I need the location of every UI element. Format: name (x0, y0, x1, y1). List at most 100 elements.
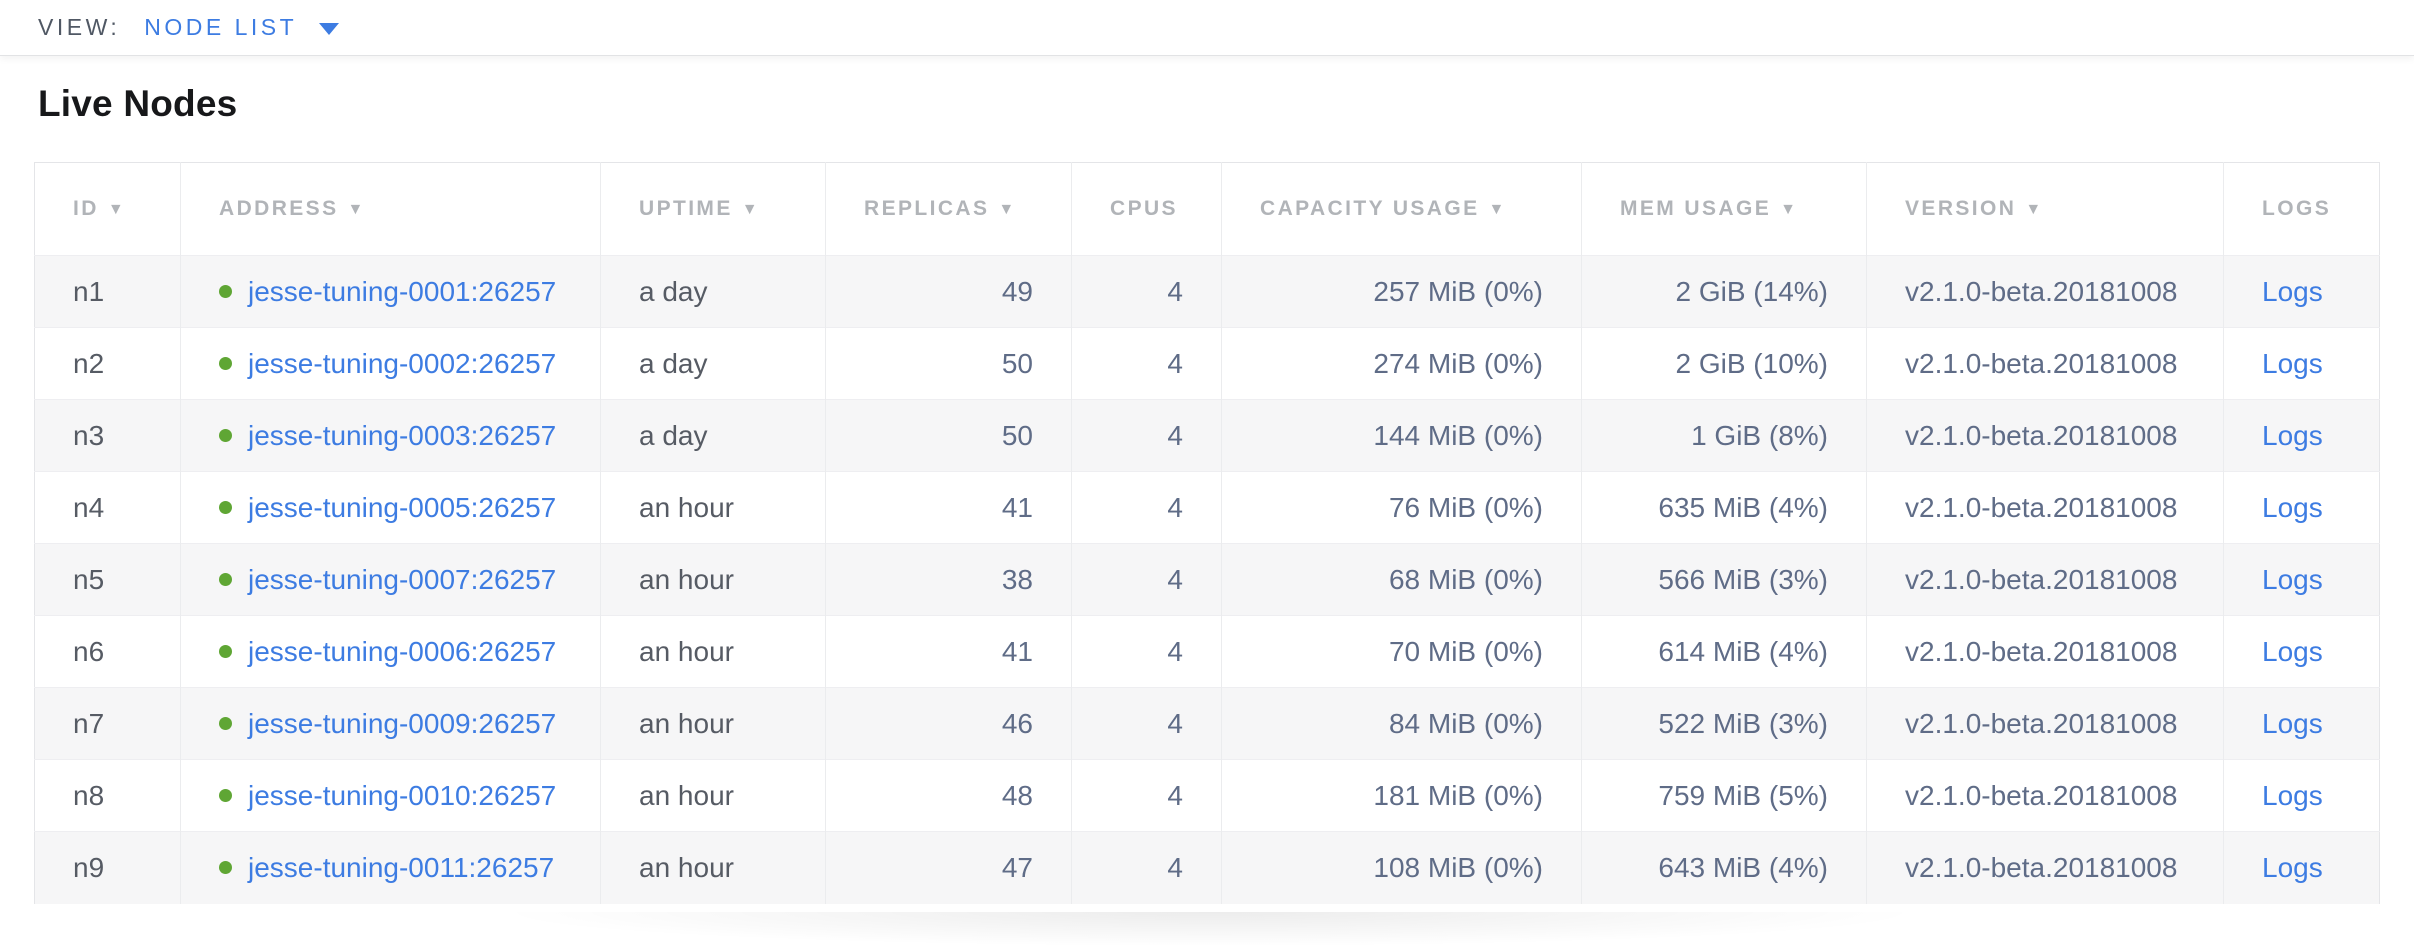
node-live-status-icon (219, 788, 232, 802)
cell-logs: Logs (2223, 399, 2380, 472)
col-header-label: CPUS (1110, 197, 1178, 220)
cell-version: v2.1.0-beta.20181008 (1866, 399, 2224, 472)
col-header-version[interactable]: VERSION ▼ (1866, 162, 2224, 256)
view-dropdown-caret-icon (319, 23, 340, 35)
col-header-label: CAPACITY USAGE (1260, 197, 1480, 220)
cell-cpus: 4 (1071, 255, 1222, 328)
cell-capacity_usage: 68 MiB (0%) (1221, 543, 1582, 616)
col-header-label: REPLICAS (864, 197, 990, 220)
cell-logs: Logs (2223, 327, 2380, 400)
cell-address: jesse-tuning-0011:26257 (180, 831, 601, 904)
table-row: n8 jesse-tuning-0010:26257 an hour 48 4 181 M… (34, 759, 2380, 832)
cell-mem_usage: 2 GiB (14%) (1581, 255, 1867, 328)
cell-replicas: 38 (825, 543, 1072, 616)
cell-logs: Logs (2223, 543, 2380, 616)
cell-address: jesse-tuning-0009:26257 (180, 687, 601, 760)
node-live-status-icon (219, 284, 232, 298)
logs-link[interactable]: Logs (2262, 563, 2323, 595)
cell-uptime: an hour (600, 687, 826, 760)
col-header-logs: LOGS (2223, 162, 2380, 256)
logs-link[interactable]: Logs (2262, 275, 2323, 307)
address-link[interactable]: jesse-tuning-0003:26257 (248, 419, 557, 451)
cell-uptime: a day (600, 255, 826, 328)
cell-replicas: 50 (825, 327, 1072, 400)
sort-desc-icon: ▼ (107, 201, 127, 218)
node-live-status-icon (219, 356, 232, 370)
col-header-mem_usage[interactable]: MEM USAGE ▼ (1581, 162, 1867, 256)
cell-version: v2.1.0-beta.20181008 (1866, 759, 2224, 832)
col-header-capacity_usage[interactable]: CAPACITY USAGE ▼ (1221, 162, 1582, 256)
cell-id: n4 (34, 471, 181, 544)
cell-address: jesse-tuning-0003:26257 (180, 399, 601, 472)
cell-replicas: 49 (825, 255, 1072, 328)
logs-link[interactable]: Logs (2262, 707, 2323, 739)
cell-version: v2.1.0-beta.20181008 (1866, 471, 2224, 544)
address-link[interactable]: jesse-tuning-0007:26257 (248, 563, 557, 595)
cell-cpus: 4 (1071, 543, 1222, 616)
cell-replicas: 41 (825, 471, 1072, 544)
cell-mem_usage: 1 GiB (8%) (1581, 399, 1867, 472)
cell-version: v2.1.0-beta.20181008 (1866, 615, 2224, 688)
logs-link[interactable]: Logs (2262, 635, 2323, 667)
cell-capacity_usage: 84 MiB (0%) (1221, 687, 1582, 760)
node-live-status-icon (219, 572, 232, 586)
cell-replicas: 48 (825, 759, 1072, 832)
cell-uptime: an hour (600, 615, 826, 688)
cell-id: n1 (34, 255, 181, 328)
col-header-replicas[interactable]: REPLICAS ▼ (825, 162, 1072, 256)
cell-replicas: 41 (825, 615, 1072, 688)
col-header-id[interactable]: ID ▼ (34, 162, 181, 256)
cell-logs: Logs (2223, 255, 2380, 328)
logs-link[interactable]: Logs (2262, 779, 2323, 811)
logs-link[interactable]: Logs (2262, 347, 2323, 379)
address-link[interactable]: jesse-tuning-0001:26257 (248, 275, 557, 307)
cell-version: v2.1.0-beta.20181008 (1866, 255, 2224, 328)
view-bar-label: VIEW: (38, 14, 121, 40)
cell-cpus: 4 (1071, 399, 1222, 472)
view-bar: VIEW: NODE LIST (0, 0, 2414, 56)
cell-replicas: 47 (825, 831, 1072, 904)
cell-cpus: 4 (1071, 471, 1222, 544)
table-row: n7 jesse-tuning-0009:26257 an hour 46 4 84 Mi… (34, 687, 2380, 760)
cell-address: jesse-tuning-0007:26257 (180, 543, 601, 616)
cell-id: n3 (34, 399, 181, 472)
cell-logs: Logs (2223, 831, 2380, 904)
logs-link[interactable]: Logs (2262, 419, 2323, 451)
cell-mem_usage: 635 MiB (4%) (1581, 471, 1867, 544)
logs-link[interactable]: Logs (2262, 491, 2323, 523)
node-live-status-icon (219, 716, 232, 730)
cell-uptime: an hour (600, 759, 826, 832)
live-nodes-table: ID ▼ ADDRESS ▼ UPTIME ▼ REPLICAS ▼ CPUS CAPACITY … (34, 162, 2380, 904)
address-link[interactable]: jesse-tuning-0002:26257 (248, 347, 557, 379)
table-row: n3 jesse-tuning-0003:26257 a day 50 4 144 MiB… (34, 399, 2380, 472)
view-selector[interactable]: NODE LIST (144, 14, 340, 41)
col-header-label: MEM USAGE (1620, 197, 1772, 220)
cell-address: jesse-tuning-0002:26257 (180, 327, 601, 400)
cell-capacity_usage: 181 MiB (0%) (1221, 759, 1582, 832)
cell-logs: Logs (2223, 471, 2380, 544)
live-nodes-table-container: ID ▼ ADDRESS ▼ UPTIME ▼ REPLICAS ▼ CPUS CAPACITY … (34, 162, 2380, 904)
address-link[interactable]: jesse-tuning-0006:26257 (248, 635, 557, 667)
cell-version: v2.1.0-beta.20181008 (1866, 543, 2224, 616)
cell-mem_usage: 2 GiB (10%) (1581, 327, 1867, 400)
col-header-address[interactable]: ADDRESS ▼ (180, 162, 601, 256)
cell-mem_usage: 643 MiB (4%) (1581, 831, 1867, 904)
cell-cpus: 4 (1071, 831, 1222, 904)
cell-capacity_usage: 76 MiB (0%) (1221, 471, 1582, 544)
cell-id: n8 (34, 759, 181, 832)
cell-version: v2.1.0-beta.20181008 (1866, 327, 2224, 400)
sort-desc-icon: ▼ (2025, 201, 2044, 218)
cell-version: v2.1.0-beta.20181008 (1866, 831, 2224, 904)
address-link[interactable]: jesse-tuning-0009:26257 (248, 707, 557, 739)
col-header-label: LOGS (2262, 197, 2332, 220)
sort-desc-icon: ▼ (1488, 201, 1507, 218)
cell-cpus: 4 (1071, 615, 1222, 688)
col-header-uptime[interactable]: UPTIME ▼ (600, 162, 826, 256)
address-link[interactable]: jesse-tuning-0005:26257 (248, 491, 557, 523)
logs-link[interactable]: Logs (2262, 851, 2323, 883)
address-link[interactable]: jesse-tuning-0011:26257 (248, 851, 555, 883)
cell-version: v2.1.0-beta.20181008 (1866, 687, 2224, 760)
address-link[interactable]: jesse-tuning-0010:26257 (248, 779, 557, 811)
table-row: n1 jesse-tuning-0001:26257 a day 49 4 257 MiB… (34, 255, 2380, 328)
cell-uptime: an hour (600, 543, 826, 616)
